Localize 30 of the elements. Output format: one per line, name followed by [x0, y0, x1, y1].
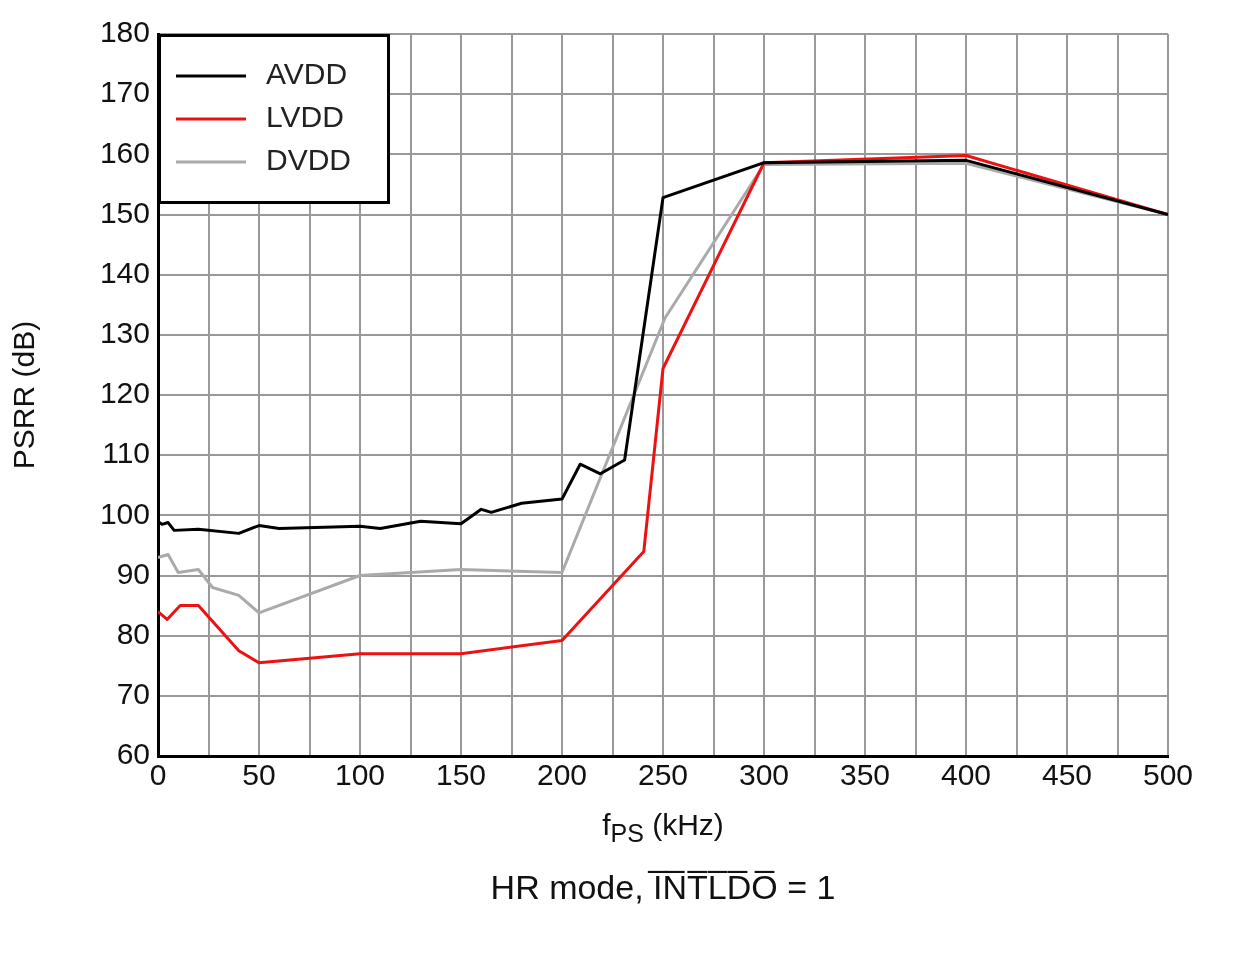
y-tick-label: 180 — [99, 15, 150, 49]
y-tick-label: 60 — [116, 737, 150, 771]
x-tick-label: 500 — [1142, 758, 1194, 792]
legend-label: LVDD — [266, 100, 344, 134]
x-tick-label: 150 — [435, 758, 487, 792]
x-tick-label: 300 — [738, 758, 790, 792]
legend-label: DVDD — [266, 143, 352, 177]
text: HR mode, I̅N̅T̅L̅D̅O̅ = 1 — [489, 868, 837, 907]
y-tick-label: 100 — [99, 496, 150, 530]
x-tick-label: 400 — [940, 758, 992, 792]
x-tick-label: 350 — [839, 758, 891, 792]
x-tick-label: 450 — [1041, 758, 1093, 792]
legend-label: AVDD — [266, 57, 348, 91]
y-tick-label: 80 — [116, 616, 150, 650]
x-tick-label: 250 — [637, 758, 689, 792]
x-tick-label: 100 — [334, 758, 386, 792]
y-tick-label: 120 — [99, 376, 150, 410]
x-tick-label: 200 — [536, 758, 588, 792]
x-axis-title: f$_{PS}$ (kHz) — [601, 808, 725, 848]
y-tick-label: 150 — [99, 195, 150, 229]
y-tick-label: 170 — [99, 75, 150, 109]
y-axis-title: PSRR (dB) — [7, 320, 41, 470]
y-tick-label: 130 — [99, 316, 150, 350]
y-tick-label: 90 — [116, 556, 150, 590]
y-tick-label: 110 — [102, 436, 150, 470]
y-tick-label: 70 — [116, 677, 150, 711]
x-tick-label: 0 — [149, 758, 167, 792]
y-tick-label: 140 — [99, 255, 150, 289]
y-tick-label: 160 — [99, 135, 150, 169]
x-tick-label: 50 — [242, 758, 276, 792]
